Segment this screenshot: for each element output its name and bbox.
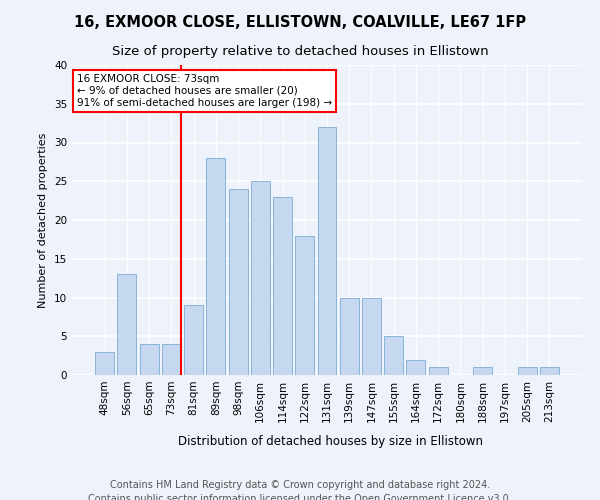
Bar [184, 305, 203, 375]
Bar [251, 181, 270, 375]
Text: Distribution of detached houses by size in Ellistown: Distribution of detached houses by size … [178, 435, 482, 448]
Bar [340, 298, 359, 375]
Bar [362, 298, 381, 375]
Text: 16 EXMOOR CLOSE: 73sqm
← 9% of detached houses are smaller (20)
91% of semi-deta: 16 EXMOOR CLOSE: 73sqm ← 9% of detached … [77, 74, 332, 108]
Bar [162, 344, 181, 375]
Y-axis label: Number of detached properties: Number of detached properties [38, 132, 49, 308]
Bar [295, 236, 314, 375]
Bar [118, 274, 136, 375]
Bar [229, 189, 248, 375]
Bar [95, 352, 114, 375]
Bar [206, 158, 225, 375]
Bar [540, 367, 559, 375]
Bar [140, 344, 158, 375]
Bar [518, 367, 536, 375]
Text: 16, EXMOOR CLOSE, ELLISTOWN, COALVILLE, LE67 1FP: 16, EXMOOR CLOSE, ELLISTOWN, COALVILLE, … [74, 15, 526, 30]
Text: Contains HM Land Registry data © Crown copyright and database right 2024.
Contai: Contains HM Land Registry data © Crown c… [88, 480, 512, 500]
Text: Size of property relative to detached houses in Ellistown: Size of property relative to detached ho… [112, 45, 488, 58]
Bar [384, 336, 403, 375]
Bar [317, 127, 337, 375]
Bar [473, 367, 492, 375]
Bar [406, 360, 425, 375]
Bar [429, 367, 448, 375]
Bar [273, 196, 292, 375]
